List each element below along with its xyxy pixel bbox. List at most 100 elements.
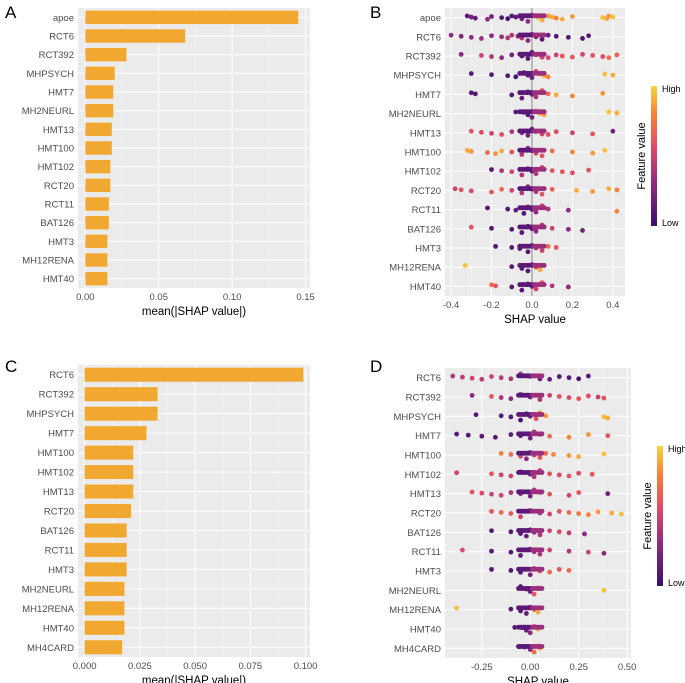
- shap-point: [570, 14, 575, 19]
- shap-point-swarm: [541, 147, 547, 153]
- shap-point: [509, 264, 515, 270]
- y-tick-label: BAT126: [40, 526, 74, 537]
- panel-label-b: B: [370, 3, 381, 22]
- y-tick-label: RCT392: [406, 52, 441, 63]
- shap-point: [553, 92, 559, 98]
- shap-point: [605, 415, 611, 421]
- shap-point-swarm: [539, 566, 545, 572]
- shap-point: [458, 33, 464, 39]
- shap-point: [509, 32, 515, 38]
- shap-point: [556, 529, 562, 535]
- x-tick-label: 0.4: [606, 300, 619, 311]
- shap-point: [602, 71, 608, 77]
- shap-point-swarm: [541, 109, 547, 115]
- y-tick-label: HMT102: [38, 162, 74, 173]
- shap-point: [556, 472, 562, 478]
- shap-point: [508, 549, 514, 555]
- shap-point: [489, 471, 494, 477]
- shap-point: [553, 33, 559, 39]
- shap-point: [556, 508, 562, 514]
- shap-point: [527, 493, 533, 499]
- bar-RCT392: [85, 47, 127, 62]
- y-tick-label: RCT6: [416, 32, 441, 43]
- shap-point: [566, 530, 572, 536]
- shap-point: [498, 472, 504, 478]
- bar-HMT3: [85, 234, 108, 249]
- shap-point: [590, 53, 596, 58]
- x-tick-label: 0.075: [238, 661, 262, 672]
- shap-point: [493, 243, 498, 249]
- shap-point: [469, 489, 475, 495]
- shap-point: [545, 55, 551, 61]
- shap-point: [454, 470, 460, 476]
- y-tick-label: BAT126: [407, 528, 441, 539]
- shap-point: [545, 132, 551, 137]
- shap-point: [508, 511, 514, 516]
- shap-point: [547, 491, 553, 497]
- shap-point-swarm: [539, 431, 545, 437]
- shap-point: [479, 376, 485, 382]
- y-tick-label: HMT40: [43, 623, 74, 634]
- y-tick-label: HMT13: [43, 125, 74, 136]
- shap-point: [545, 74, 551, 80]
- shap-point-swarm: [539, 644, 545, 650]
- panel-label-d: D: [370, 357, 382, 376]
- shap-point: [454, 431, 460, 437]
- x-axis-label: mean(|SHAP value|): [142, 675, 246, 683]
- shap-point: [601, 587, 607, 593]
- shap-point: [601, 451, 607, 457]
- shap-point: [539, 191, 545, 197]
- shap-point: [519, 172, 525, 178]
- shap-point: [489, 528, 494, 534]
- shap-point: [556, 394, 562, 399]
- shap-point: [498, 450, 504, 456]
- shap-point: [559, 16, 565, 22]
- x-axis-label: SHAP value: [504, 314, 566, 326]
- shap-point: [537, 397, 543, 402]
- x-axis-label: mean(|SHAP value|): [142, 306, 246, 318]
- bar-HMT100: [84, 445, 134, 460]
- shap-point: [549, 14, 555, 20]
- shap-point: [489, 130, 494, 136]
- y-tick-label: HMT100: [38, 448, 74, 459]
- shap-point-swarm: [539, 392, 545, 398]
- shap-point: [559, 169, 565, 175]
- shap-point: [518, 553, 523, 558]
- shap-point: [468, 149, 474, 154]
- shap-point-swarm: [539, 605, 545, 611]
- shap-point: [576, 376, 582, 382]
- y-tick-label: HMT40: [410, 625, 441, 636]
- shap-point: [448, 32, 454, 38]
- shap-point: [518, 514, 523, 520]
- shap-point: [547, 528, 553, 534]
- shap-point: [468, 34, 474, 40]
- y-tick-label: MHPSYCH: [393, 71, 441, 82]
- bar-MH12RENA: [85, 253, 108, 267]
- shap-point: [525, 18, 531, 24]
- shap-point: [509, 129, 515, 135]
- shap-point: [499, 34, 505, 40]
- bar-MH2NEURL: [84, 581, 125, 596]
- shap-point: [509, 284, 515, 290]
- shap-point: [566, 473, 572, 479]
- shap-point: [533, 171, 539, 177]
- shap-point-swarm: [539, 624, 545, 630]
- bar-BAT126: [85, 215, 109, 230]
- shap-point: [547, 392, 553, 398]
- shap-point: [513, 207, 519, 213]
- shap-point: [549, 186, 555, 192]
- shap-point: [574, 188, 579, 193]
- shap-point: [489, 189, 494, 195]
- shap-point: [547, 569, 553, 575]
- shap-point: [610, 72, 616, 78]
- bar-MHPSYCH: [85, 66, 115, 81]
- shap-point: [479, 490, 485, 496]
- x-tick-label: 0.10: [223, 292, 242, 303]
- shap-point-swarm: [541, 186, 547, 192]
- shap-point: [519, 95, 525, 101]
- shap-point: [468, 224, 474, 230]
- y-tick-label: RCT6: [416, 373, 441, 384]
- shap-point: [545, 206, 551, 212]
- y-tick-label: HMT7: [415, 431, 441, 442]
- shap-point: [610, 128, 616, 134]
